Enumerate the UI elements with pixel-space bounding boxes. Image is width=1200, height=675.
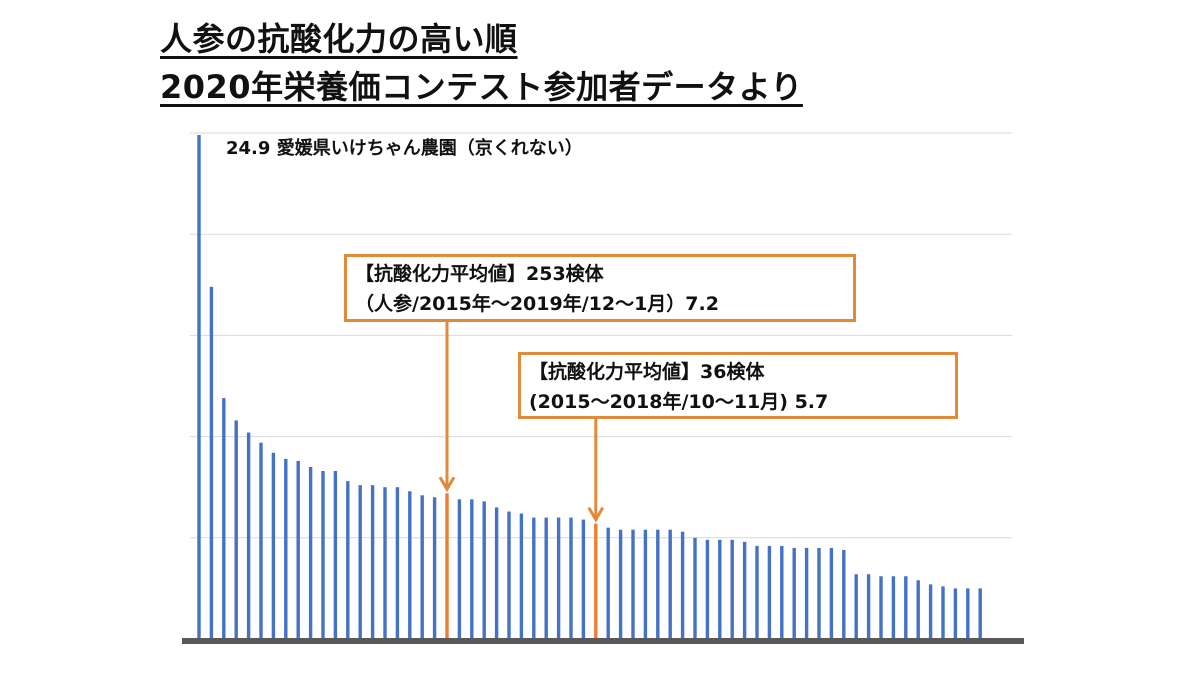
bar <box>346 481 350 639</box>
bar <box>842 549 846 639</box>
average-callout-36: 【抗酸化力平均値】36検体 (2015～2018年/10～11月) 5.7 <box>518 352 958 419</box>
bar-average-highlight <box>594 523 598 639</box>
bar <box>482 501 486 639</box>
callout-line1: 【抗酸化力平均値】36検体 <box>529 361 765 383</box>
bar <box>581 519 586 639</box>
bar <box>507 511 511 639</box>
bar <box>643 529 648 639</box>
bar <box>966 588 970 639</box>
bar <box>358 485 362 639</box>
average-callout-253: 【抗酸化力平均値】253検体 （人参/2015年～2019年/12～1月）7.2 <box>344 254 856 322</box>
bar <box>891 576 896 639</box>
bars <box>197 135 982 640</box>
bar-average-highlight <box>445 493 449 639</box>
bar <box>532 517 536 639</box>
bar <box>284 458 288 639</box>
chart-title-line2: 2020年栄養価コンテスト参加者データより <box>160 68 803 106</box>
chart-title-line1: 人参の抗酸化力の高い順 <box>160 20 518 58</box>
bar <box>383 487 387 639</box>
bar <box>718 539 722 639</box>
callout-line2: （人参/2015年～2019年/12～1月）7.2 <box>355 293 719 315</box>
bar <box>780 545 784 639</box>
bar <box>296 460 300 639</box>
bar <box>271 452 276 639</box>
bar <box>792 547 796 639</box>
bar <box>432 497 437 639</box>
bar <box>321 471 325 639</box>
bar <box>730 539 734 639</box>
gridlines <box>190 132 1012 539</box>
callout-line2: (2015～2018年/10～11月) 5.7 <box>529 391 829 413</box>
bar <box>705 539 710 639</box>
bar <box>804 547 809 639</box>
bar <box>556 517 561 639</box>
bar <box>519 513 524 639</box>
bar <box>829 547 834 639</box>
bar <box>420 495 424 639</box>
callout-line1: 【抗酸化力平均値】253検体 <box>355 263 604 285</box>
bar <box>333 471 338 639</box>
bar <box>904 576 908 639</box>
bar <box>866 574 871 639</box>
bar <box>916 580 920 639</box>
bar <box>767 545 772 639</box>
bar <box>817 547 821 639</box>
callout-arrow-head <box>438 476 456 493</box>
bar <box>569 517 573 639</box>
bar <box>370 485 375 639</box>
bar <box>395 487 400 639</box>
bar <box>854 574 858 639</box>
bar <box>941 586 945 639</box>
bar <box>631 529 635 639</box>
bar <box>197 135 201 640</box>
x-axis-baseline <box>182 638 1024 644</box>
bar <box>470 499 474 639</box>
bar <box>656 529 660 639</box>
bar <box>978 588 982 639</box>
bar <box>606 527 610 639</box>
bar <box>494 507 499 639</box>
bar <box>259 442 263 639</box>
bar <box>544 517 548 639</box>
bar <box>209 286 214 639</box>
bar <box>668 529 672 639</box>
bar <box>928 584 933 639</box>
bar <box>953 588 958 639</box>
bar <box>246 432 251 639</box>
bar <box>222 398 226 639</box>
bar <box>680 531 685 639</box>
bar <box>693 537 697 639</box>
bar <box>742 541 747 639</box>
top-bar-label: 愛媛県いけちゃん農園（京くれない） <box>276 138 583 159</box>
top-bar-annotation: 24.9 愛媛県いけちゃん農園（京くれない） <box>226 134 583 160</box>
top-bar-value: 24.9 <box>226 138 271 159</box>
bar <box>408 491 412 639</box>
bar <box>755 545 759 639</box>
callout-arrows <box>438 322 605 523</box>
bar <box>234 420 238 639</box>
bar <box>618 529 623 639</box>
callout-arrow-head <box>587 506 605 523</box>
bar <box>308 466 313 639</box>
bar <box>457 499 462 639</box>
bar <box>879 576 883 639</box>
